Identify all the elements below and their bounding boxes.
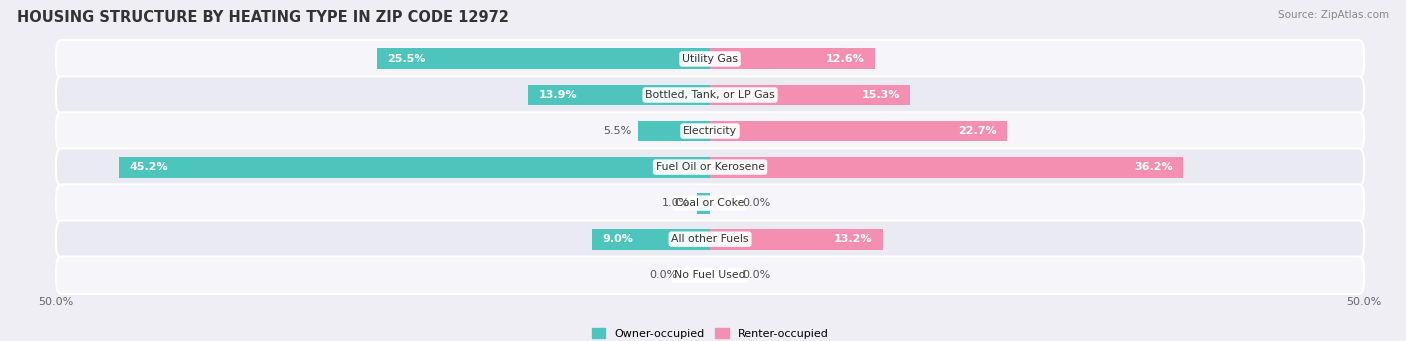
- Text: 13.2%: 13.2%: [834, 234, 872, 244]
- Text: 0.0%: 0.0%: [742, 270, 770, 280]
- Text: Bottled, Tank, or LP Gas: Bottled, Tank, or LP Gas: [645, 90, 775, 100]
- FancyBboxPatch shape: [56, 184, 1364, 222]
- Bar: [529, 85, 710, 105]
- Text: Fuel Oil or Kerosene: Fuel Oil or Kerosene: [655, 162, 765, 172]
- Text: 1.0%: 1.0%: [662, 198, 690, 208]
- Text: 36.2%: 36.2%: [1135, 162, 1173, 172]
- Text: All other Fuels: All other Fuels: [671, 234, 749, 244]
- Bar: [638, 121, 710, 142]
- Text: 5.5%: 5.5%: [603, 126, 631, 136]
- Bar: [710, 48, 875, 70]
- Text: 15.3%: 15.3%: [862, 90, 900, 100]
- FancyBboxPatch shape: [56, 220, 1364, 258]
- Text: 9.0%: 9.0%: [603, 234, 634, 244]
- Text: Electricity: Electricity: [683, 126, 737, 136]
- Text: Source: ZipAtlas.com: Source: ZipAtlas.com: [1278, 10, 1389, 20]
- Text: 25.5%: 25.5%: [387, 54, 426, 64]
- Bar: [710, 229, 883, 250]
- Bar: [710, 121, 1007, 142]
- Text: No Fuel Used: No Fuel Used: [675, 270, 745, 280]
- Text: Utility Gas: Utility Gas: [682, 54, 738, 64]
- Bar: [697, 193, 710, 213]
- FancyBboxPatch shape: [56, 40, 1364, 78]
- Text: 13.9%: 13.9%: [538, 90, 578, 100]
- Legend: Owner-occupied, Renter-occupied: Owner-occupied, Renter-occupied: [588, 324, 832, 341]
- Bar: [710, 85, 910, 105]
- FancyBboxPatch shape: [56, 76, 1364, 114]
- Text: Coal or Coke: Coal or Coke: [675, 198, 745, 208]
- Bar: [592, 229, 710, 250]
- Text: 12.6%: 12.6%: [825, 54, 865, 64]
- Text: HOUSING STRUCTURE BY HEATING TYPE IN ZIP CODE 12972: HOUSING STRUCTURE BY HEATING TYPE IN ZIP…: [17, 10, 509, 25]
- Text: 0.0%: 0.0%: [650, 270, 678, 280]
- FancyBboxPatch shape: [56, 256, 1364, 294]
- FancyBboxPatch shape: [56, 112, 1364, 150]
- Text: 45.2%: 45.2%: [129, 162, 169, 172]
- Bar: [710, 157, 1184, 178]
- Text: 22.7%: 22.7%: [957, 126, 997, 136]
- Bar: [377, 48, 710, 70]
- Bar: [120, 157, 710, 178]
- Text: 0.0%: 0.0%: [742, 198, 770, 208]
- FancyBboxPatch shape: [56, 148, 1364, 186]
